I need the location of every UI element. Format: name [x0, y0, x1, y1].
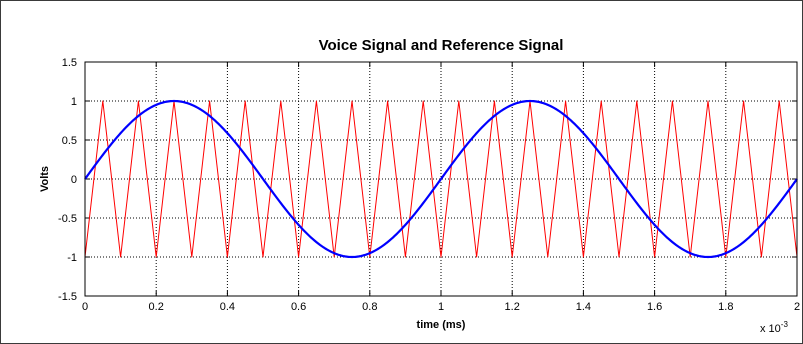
sine-series-line	[84, 99, 798, 259]
x-tick-label: 1.2	[505, 301, 520, 313]
y-tick-label: -0.5	[58, 213, 77, 225]
x-tick-label: 0.6	[291, 301, 306, 313]
y-tick-label: -1	[67, 252, 77, 264]
x-tick-label: 1.8	[718, 301, 733, 313]
x-tick-label: 1.4	[576, 301, 591, 313]
x-tick-label: 0.4	[220, 301, 235, 313]
x-tick-label: 0.8	[362, 301, 377, 313]
y-tick-label: -1.5	[58, 291, 77, 303]
y-tick-label: 1.5	[62, 57, 77, 69]
axes-box	[84, 61, 798, 297]
x-tick-label: 0.2	[149, 301, 164, 313]
y-tick-label: 1	[71, 96, 77, 108]
y-axis-label: Volts	[39, 166, 51, 192]
series-group	[84, 99, 798, 259]
y-tick-label: 0	[71, 174, 77, 186]
x-tick-label: 1	[438, 301, 444, 313]
y-tick-label: 0.5	[62, 135, 77, 147]
tick-labels: 0 0.2 0.4 0.6 0.8 1 1.2 1.4 1.6 1.8 2 1.5 1 0.5 0 -0.5 -…	[58, 57, 800, 313]
x-axis-exponent-base: x 10	[760, 323, 781, 335]
chart-title: Voice Signal and Reference Signal	[319, 37, 564, 54]
x-tick-label: 2	[794, 301, 800, 313]
x-axis-exponent-power: -3	[781, 320, 789, 329]
x-axis-exponent: x 10-3	[760, 320, 788, 335]
x-axis-label: time (ms)	[417, 319, 466, 331]
x-tick-label: 0	[82, 301, 88, 313]
triangle-series-line	[84, 100, 798, 258]
x-tick-label: 1.6	[647, 301, 662, 313]
